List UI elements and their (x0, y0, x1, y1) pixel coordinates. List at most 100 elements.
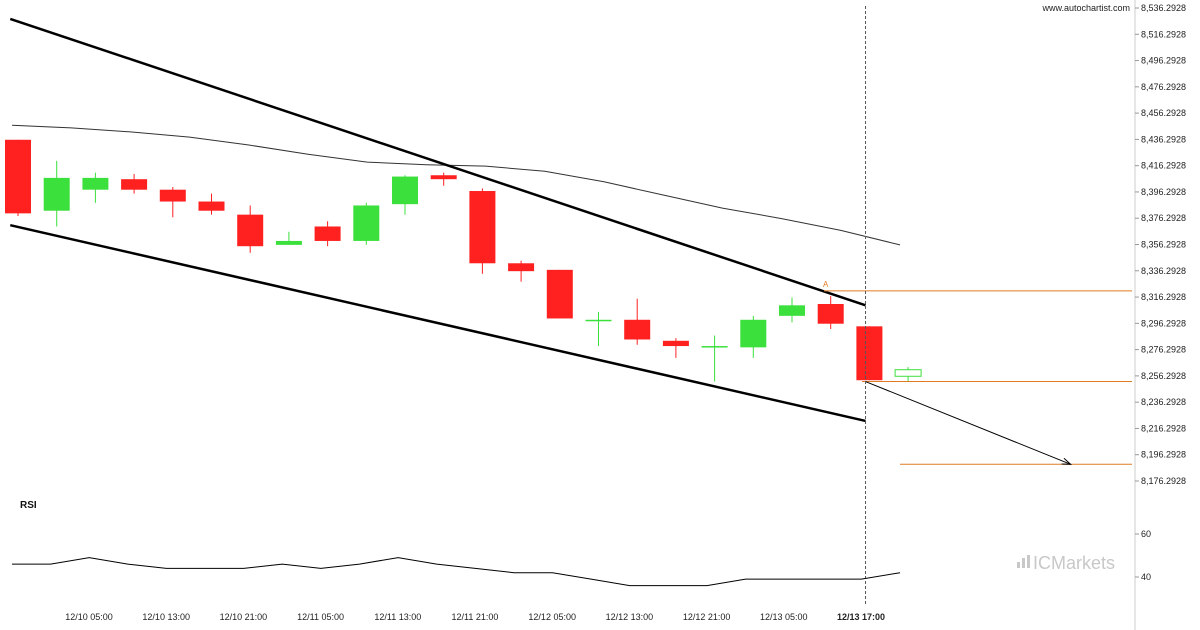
projection-line (865, 381, 1071, 465)
rsi-title: RSI (20, 500, 37, 511)
time-tick-label: 12/13 05:00 (760, 612, 808, 622)
time-tick-label: 12/10 21:00 (220, 612, 268, 622)
candle (237, 205, 264, 253)
descending-channel (9, 17, 866, 423)
candle-body (353, 205, 380, 241)
candle (314, 221, 341, 247)
price-tick-label: 8,256.2928 (1141, 371, 1186, 381)
candle (82, 172, 109, 203)
rsi-line (12, 557, 901, 587)
price-tick-label: 8,236.2928 (1141, 397, 1186, 407)
candle-body (585, 319, 612, 322)
price-tick-label: 8,296.2928 (1141, 318, 1186, 328)
price-levels: A (823, 280, 1132, 465)
price-tick-label: 8,416.2928 (1141, 161, 1186, 171)
price-tick-label: 8,356.2928 (1141, 240, 1186, 250)
candle-body (314, 226, 341, 241)
candle-body (469, 191, 496, 264)
brand-bars-icon (1017, 555, 1030, 568)
candle-body (43, 177, 70, 211)
candle-body (275, 240, 302, 245)
price-tick-label: 8,536.2928 (1141, 3, 1186, 13)
candle (740, 315, 767, 358)
candle-body (159, 189, 186, 202)
price-tick-label: 8,456.2928 (1141, 108, 1186, 118)
resistance-level-label: A (823, 280, 829, 289)
candle (430, 172, 457, 186)
candle (159, 187, 186, 218)
candle (624, 298, 651, 345)
candle-body (5, 139, 31, 214)
candle (779, 297, 805, 323)
candle-body (430, 175, 457, 180)
lower-channel-line (9, 223, 866, 423)
candle (5, 139, 31, 216)
candle (198, 193, 225, 215)
price-tick-label: 8,476.2928 (1141, 82, 1186, 92)
candle-body (198, 201, 225, 211)
time-tick-label: 12/11 13:00 (374, 612, 421, 622)
candle-body (662, 340, 689, 347)
moving-average-line (11, 124, 901, 246)
rsi-panel: RSI 60 40 (12, 500, 1151, 587)
time-tick-label: 12/10 13:00 (142, 612, 190, 622)
moving-average (11, 124, 901, 246)
candle (701, 335, 728, 382)
price-tick-label: 8,196.2928 (1141, 450, 1186, 460)
candle (817, 296, 844, 329)
price-axis: 8,536.2928 8,516.2928 8,496.2928 8,476.2928… (1135, 3, 1186, 486)
price-tick-label: 8,376.2928 (1141, 213, 1186, 223)
projection-arrow (865, 381, 1072, 465)
site-watermark: www.autochartist.com (1041, 3, 1130, 13)
candle-body (740, 319, 767, 348)
candle-body (817, 304, 844, 324)
candle-body (779, 305, 805, 316)
candle (121, 173, 148, 194)
brand-watermark: ICMarkets (1033, 553, 1115, 573)
upper-channel-line (9, 17, 866, 307)
price-tick-label: 8,436.2928 (1141, 134, 1186, 144)
price-tick-label: 8,496.2928 (1141, 56, 1186, 66)
candle-body (856, 326, 883, 381)
projection-arrowhead (1061, 457, 1072, 465)
candle-body (82, 177, 109, 190)
rsi-tick-label: 60 (1141, 529, 1151, 539)
price-tick-label: 8,316.2928 (1141, 292, 1186, 302)
time-tick-label: 12/12 05:00 (528, 612, 576, 622)
price-tick-label: 8,216.2928 (1141, 423, 1186, 433)
price-tick-label: 8,396.2928 (1141, 187, 1186, 197)
time-tick-label: 12/11 05:00 (297, 612, 344, 622)
candle (43, 160, 70, 227)
candle (585, 311, 612, 347)
candle-body (894, 369, 922, 377)
candle (469, 188, 496, 274)
candle (275, 231, 302, 245)
candle (856, 326, 883, 381)
rsi-tick-label: 40 (1141, 572, 1151, 582)
candle (508, 260, 535, 282)
price-tick-label: 8,336.2928 (1141, 266, 1186, 276)
time-tick-label: 12/12 13:00 (606, 612, 654, 622)
candle (353, 202, 380, 245)
time-axis: 12/10 05:00 12/10 13:00 12/10 21:00 12/11 0… (65, 612, 885, 622)
candlesticks (5, 139, 922, 382)
time-tick-label: 12/12 21:00 (683, 612, 731, 622)
time-tick-label: 12/10 05:00 (65, 612, 113, 622)
brand-logo: ICMarkets (1017, 553, 1115, 573)
candle (662, 338, 689, 358)
price-tick-label: 8,516.2928 (1141, 29, 1186, 39)
candle-body (392, 176, 418, 205)
time-tick-label: 12/11 21:00 (452, 612, 499, 622)
candle-body (121, 179, 148, 190)
price-tick-label: 8,276.2928 (1141, 345, 1186, 355)
price-tick-label: 8,176.2928 (1141, 476, 1186, 486)
candle (894, 367, 922, 382)
candle (546, 269, 573, 319)
candle-body (237, 214, 264, 247)
candle-body (546, 269, 573, 319)
time-tick-label: 12/13 17:00 (837, 612, 885, 622)
candle-body (508, 263, 535, 272)
candle-body (701, 346, 728, 348)
candle (392, 175, 418, 215)
